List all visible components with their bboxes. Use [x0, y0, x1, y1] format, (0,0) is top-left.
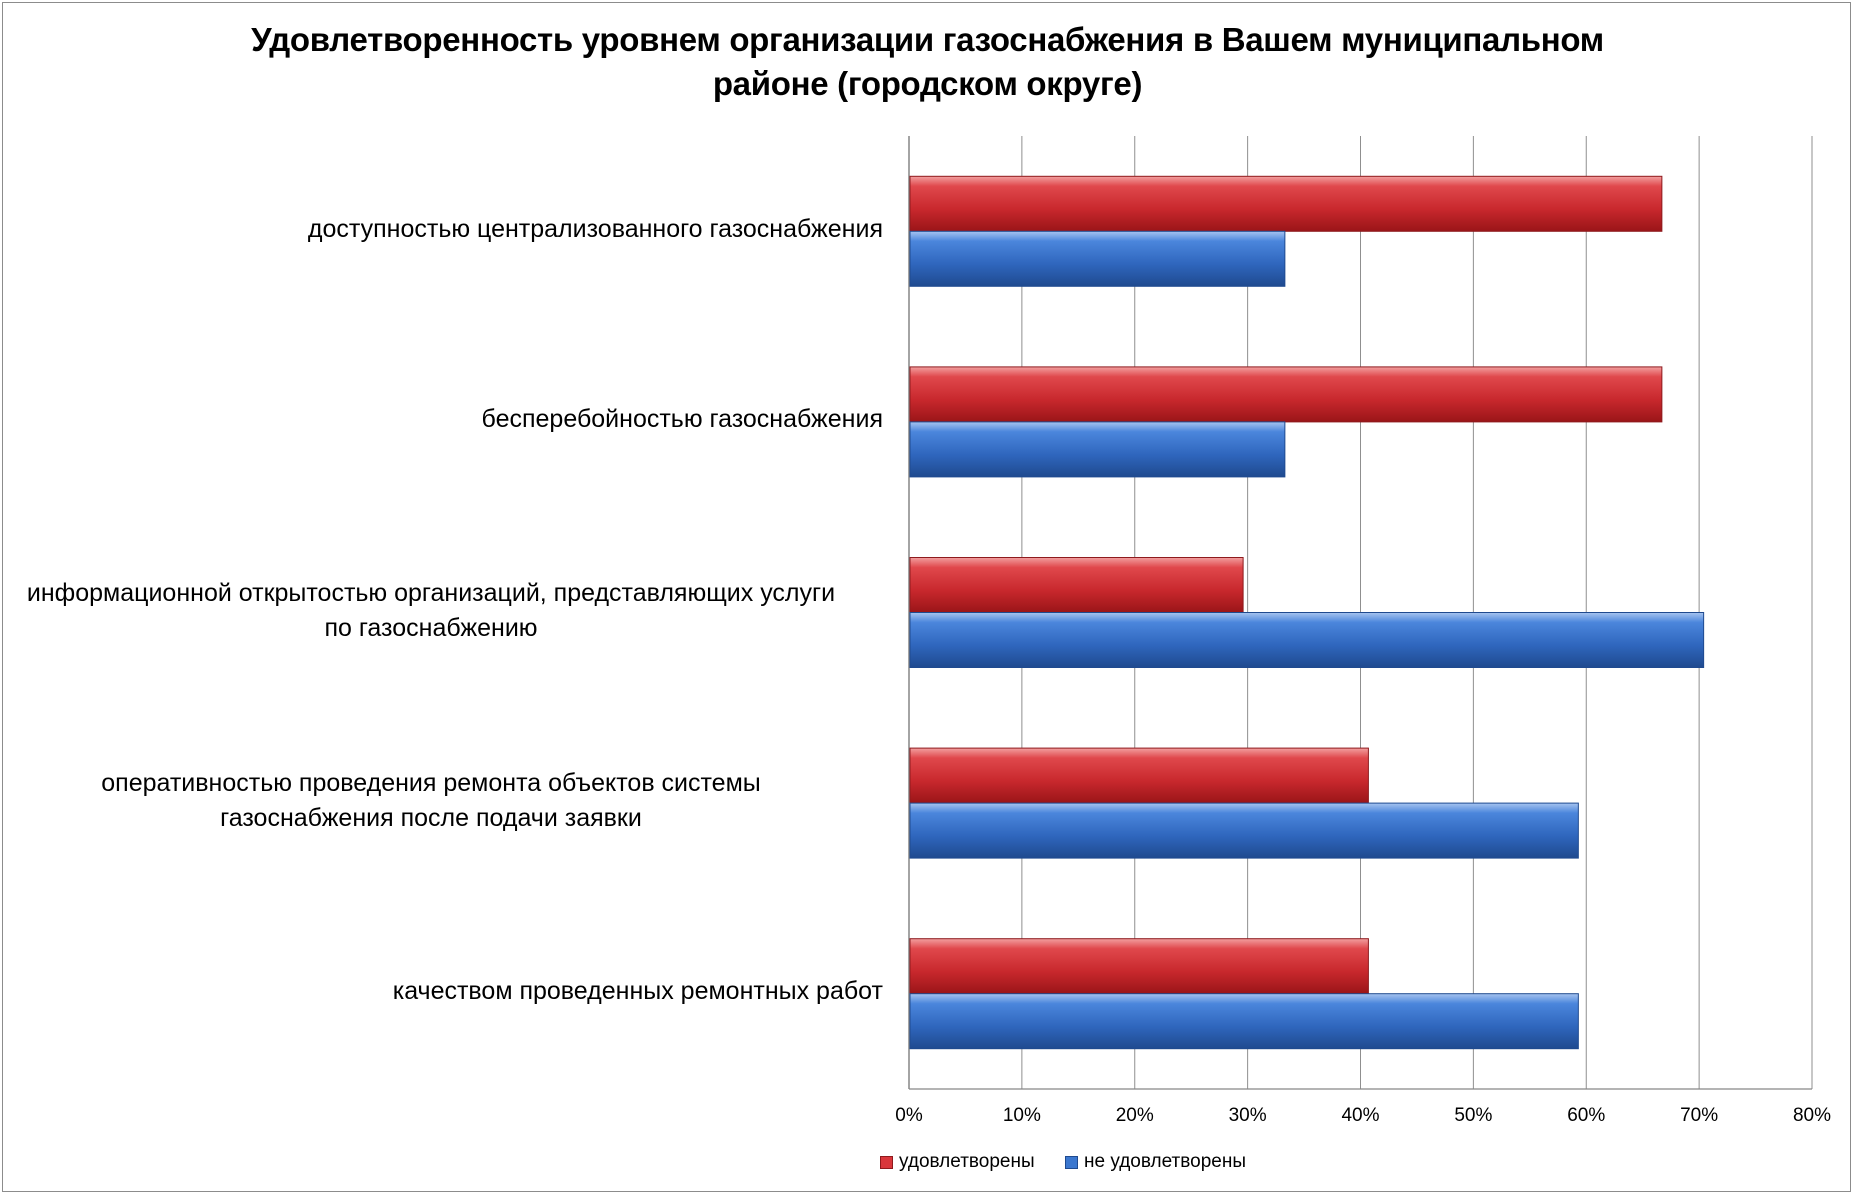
category-label-3-line-0: оперативностью проведения ремонта объект…: [101, 769, 761, 798]
category-label-0: доступностью централизованного газоснабж…: [0, 212, 883, 247]
x-tick-label-3: 30%: [1228, 1105, 1267, 1126]
legend-item-1: не удовлетворены: [1065, 1151, 1246, 1173]
category-label-1-line-0: бесперебойностью газоснабжения: [481, 405, 883, 434]
legend-item-0: удовлетворены: [880, 1151, 1035, 1173]
x-tick-label-7: 70%: [1680, 1105, 1719, 1126]
x-tick-label-0: 0%: [895, 1105, 923, 1126]
category-label-1: бесперебойностью газоснабжения: [0, 402, 883, 437]
x-tick-label-2: 20%: [1115, 1105, 1154, 1126]
x-tick-label-5: 50%: [1454, 1105, 1493, 1126]
category-label-2-line-0: информационной открытостью организаций, …: [26, 578, 836, 607]
category-label-4: качеством проведенных ремонтных работ: [0, 974, 883, 1009]
bars: [909, 175, 1705, 1050]
legend-label-0: удовлетворены: [899, 1151, 1035, 1172]
bar-not-satisfied-0: [909, 230, 1286, 287]
bar-satisfied-1: [909, 366, 1663, 423]
category-label-4-line-0: качеством проведенных ремонтных работ: [392, 977, 883, 1006]
chart-title-line-2: районе (городском округе): [712, 65, 1143, 102]
bar-not-satisfied-2: [909, 612, 1705, 668]
bar-satisfied-3: [909, 747, 1369, 804]
bar-not-satisfied-3: [909, 802, 1579, 859]
category-label-3-line-1: газоснабжения после подачи заявки: [220, 804, 642, 833]
bar-satisfied-0: [909, 175, 1663, 232]
legend-label-1: не удовлетворены: [1084, 1151, 1246, 1172]
x-tick-label-8: 80%: [1792, 1105, 1832, 1126]
chart-title-line-1: Удовлетворенность уровнем организации га…: [251, 21, 1604, 58]
category-label-2-line-1: по газоснабжению: [324, 613, 538, 642]
category-label-3: оперативностью проведения ремонта объект…: [0, 766, 881, 836]
category-label-2: информационной открытостью организаций, …: [0, 576, 881, 646]
chart-title: Удовлетворенность уровнем организации га…: [0, 18, 1855, 106]
bar-satisfied-2: [909, 557, 1244, 613]
bar-satisfied-4: [909, 938, 1369, 995]
x-tick-label-4: 40%: [1341, 1105, 1380, 1126]
legend-swatch-0: [880, 1155, 893, 1169]
category-label-0-line-0: доступностью централизованного газоснабж…: [307, 214, 883, 243]
bar-not-satisfied-4: [909, 993, 1579, 1050]
bar-not-satisfied-1: [909, 421, 1286, 478]
x-tick-label-1: 10%: [1002, 1105, 1041, 1126]
legend: удовлетворены не удовлетворены: [0, 1151, 1855, 1181]
x-tick-label-6: 60%: [1567, 1105, 1606, 1126]
legend-swatch-1: [1065, 1155, 1078, 1169]
